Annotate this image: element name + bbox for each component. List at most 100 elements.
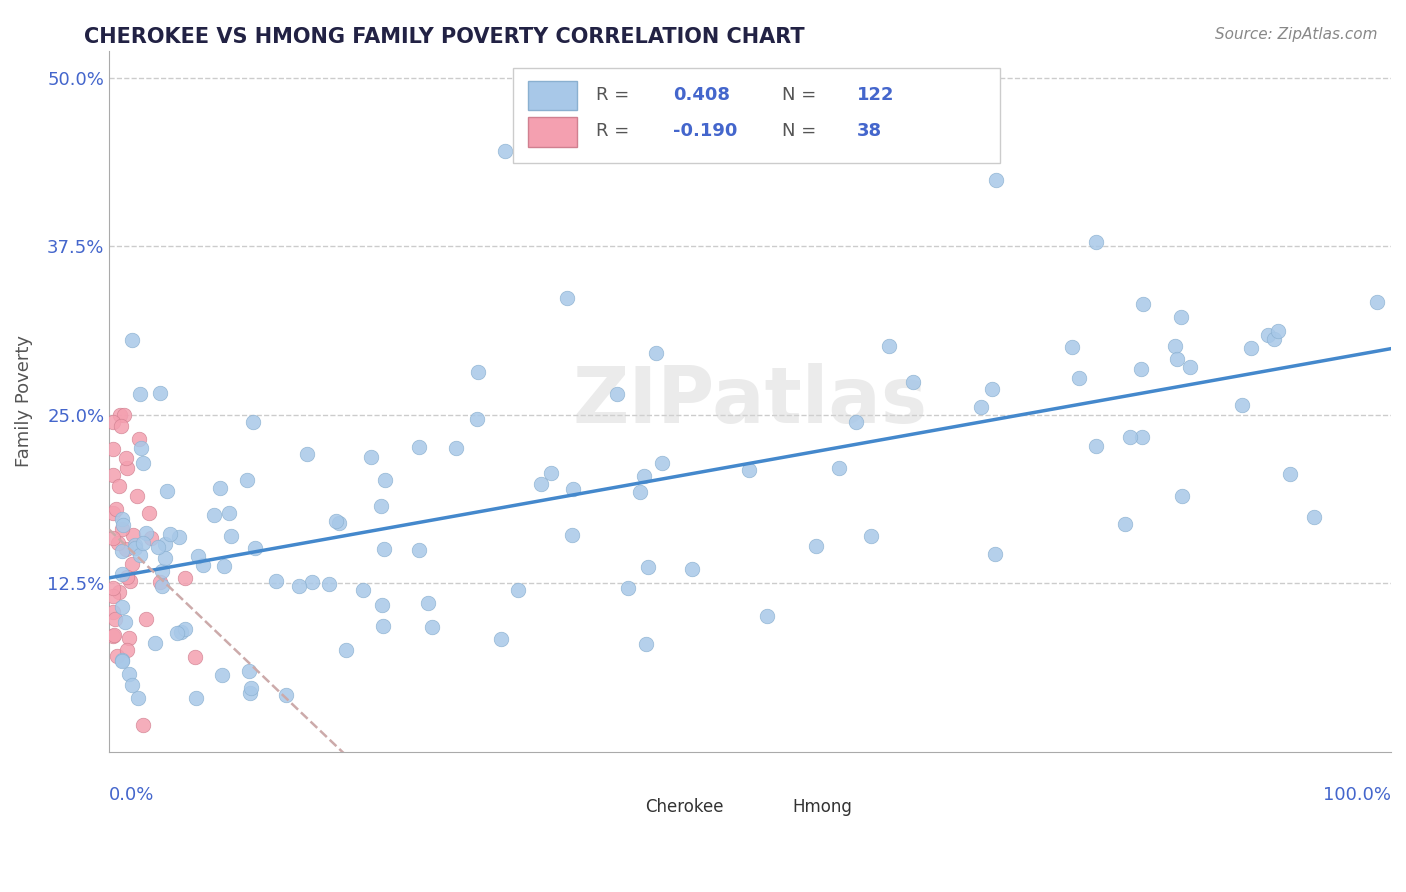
Point (371, 598, 394, 612)
Point (129, 548, 152, 562)
Point (1084, 235, 1107, 249)
Point (135, 612, 157, 626)
Text: N =: N = (782, 122, 817, 140)
Text: 100.0%: 100.0% (1323, 786, 1391, 804)
Point (301, 574, 323, 589)
Point (184, 691, 207, 706)
Text: 0.0%: 0.0% (110, 786, 155, 804)
Point (1365, 295, 1388, 310)
Point (104, 612, 127, 626)
Point (150, 579, 173, 593)
Point (328, 516, 350, 530)
Point (1130, 362, 1153, 376)
Point (105, 649, 128, 664)
Point (101, 468, 124, 483)
Text: Hmong: Hmong (793, 797, 852, 815)
Point (494, 144, 516, 158)
Point (297, 447, 319, 461)
Point (1267, 324, 1289, 338)
Point (901, 376, 924, 390)
Point (756, 608, 779, 623)
Point (115, 643, 138, 657)
Text: CHEROKEE VS HMONG FAMILY POVERTY CORRELATION CHART: CHEROKEE VS HMONG FAMILY POVERTY CORRELA… (84, 27, 806, 46)
Point (1303, 509, 1326, 524)
Point (1164, 339, 1187, 353)
FancyBboxPatch shape (744, 793, 779, 820)
Point (107, 585, 129, 599)
Point (155, 483, 177, 498)
Point (562, 482, 585, 496)
Point (149, 575, 172, 590)
Point (121, 528, 143, 542)
Point (360, 450, 382, 465)
Text: 38: 38 (856, 122, 882, 140)
Point (371, 618, 394, 632)
Point (373, 541, 395, 556)
FancyBboxPatch shape (529, 118, 576, 147)
Point (877, 339, 900, 353)
Point (101, 506, 124, 520)
Point (131, 536, 153, 550)
Point (129, 442, 152, 456)
Text: R =: R = (596, 122, 630, 140)
Point (1263, 332, 1285, 346)
Point (118, 631, 141, 645)
Point (318, 577, 340, 591)
Point (844, 416, 866, 430)
Point (107, 536, 129, 550)
Point (644, 346, 666, 360)
Point (506, 582, 529, 597)
Point (170, 624, 193, 639)
Point (108, 408, 131, 422)
Point (219, 529, 242, 543)
Point (135, 525, 157, 540)
Point (1240, 341, 1263, 355)
Point (352, 582, 374, 597)
Point (138, 507, 160, 521)
Point (209, 481, 232, 495)
Point (637, 560, 659, 574)
Point (121, 334, 143, 348)
Point (238, 686, 260, 700)
Point (187, 549, 209, 563)
Text: -0.190: -0.190 (673, 122, 738, 140)
Point (444, 441, 467, 455)
Point (416, 596, 439, 610)
Point (1171, 489, 1194, 503)
Point (1257, 327, 1279, 342)
Point (408, 543, 430, 558)
Point (128, 432, 150, 446)
Point (111, 544, 134, 558)
Point (111, 512, 134, 526)
Point (101, 629, 124, 643)
Point (169, 530, 191, 544)
Point (184, 649, 207, 664)
Point (1067, 371, 1090, 385)
Point (1130, 430, 1153, 444)
Point (1114, 517, 1136, 532)
Point (606, 387, 628, 401)
Point (467, 365, 489, 379)
Point (173, 622, 195, 636)
Point (112, 408, 135, 422)
Point (633, 469, 655, 483)
Point (111, 655, 134, 669)
Point (114, 615, 136, 629)
Point (101, 531, 124, 545)
Point (212, 558, 235, 573)
Point (555, 291, 578, 305)
Point (191, 558, 214, 573)
Point (408, 440, 430, 454)
Point (491, 632, 513, 647)
Point (115, 541, 138, 556)
Text: N =: N = (782, 86, 817, 103)
Point (561, 527, 583, 541)
Text: 0.408: 0.408 (673, 86, 730, 103)
Point (139, 531, 162, 545)
FancyBboxPatch shape (596, 793, 633, 820)
Point (984, 173, 1007, 187)
Point (111, 522, 134, 536)
Point (370, 499, 392, 513)
Point (420, 620, 443, 634)
Point (127, 691, 149, 706)
